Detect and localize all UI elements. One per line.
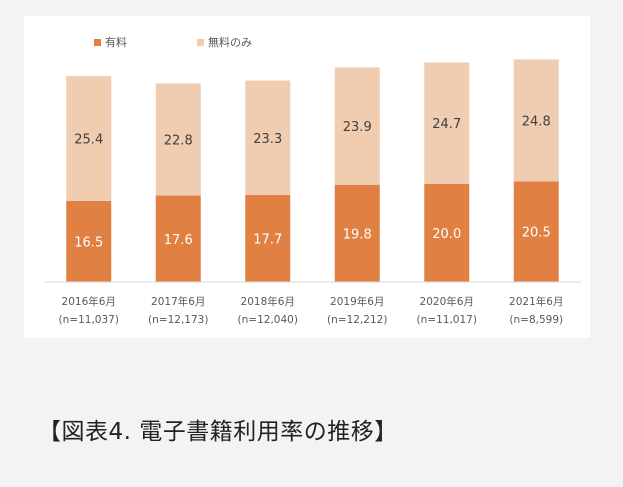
x-tick-label: 2019年6月: [330, 295, 384, 308]
bar-free: [334, 67, 380, 185]
bar-free: [245, 80, 291, 196]
bar-free: [513, 59, 559, 182]
stacked-bar-chart: 16.5 25.4 2016年6月 (n=11,037) 17.6 22.8 2017年6月…: [44, 59, 581, 326]
bar-paid: [66, 200, 112, 282]
figure-caption: 【図表4. 電子書籍利用率の推移】: [38, 419, 398, 445]
x-tick-sample-size: (n=11,017): [417, 314, 477, 326]
data-label-free: 24.8: [522, 114, 551, 129]
x-tick-label: 2020年6月: [420, 295, 474, 308]
data-label-paid: 16.5: [74, 235, 103, 250]
data-label-free: 23.3: [253, 132, 282, 147]
legend: 有料 無料のみ: [94, 34, 252, 50]
data-label-free: 24.7: [432, 117, 461, 132]
legend-swatch-free: [197, 38, 204, 46]
chart-card: 有料 無料のみ 16.5 25.4 2016年6月 (n=11,037) 17.6 22.…: [24, 16, 590, 338]
x-tick-sample-size: (n=12,040): [238, 314, 298, 326]
x-tick-sample-size: (n=12,173): [148, 314, 208, 326]
legend-label-free: 無料のみ: [208, 36, 252, 49]
x-tick-label: 2018年6月: [241, 295, 295, 308]
data-label-paid: 17.7: [253, 233, 282, 248]
data-label-paid: 20.5: [522, 226, 551, 241]
legend-item-free: 無料のみ: [197, 34, 252, 50]
data-label-paid: 19.8: [343, 227, 372, 242]
x-tick-sample-size: (n=8,599): [509, 314, 563, 326]
data-label-free: 25.4: [74, 133, 103, 148]
bar-paid: [334, 184, 380, 282]
x-tick-label: 2017年6月: [151, 295, 205, 308]
data-label-free: 23.9: [343, 120, 372, 135]
bar-paid: [155, 195, 201, 282]
bar-free: [66, 76, 112, 201]
data-label-paid: 17.6: [164, 233, 193, 248]
bar-paid: [424, 183, 470, 282]
bar-paid: [513, 181, 559, 282]
legend-swatch-paid: [94, 38, 101, 46]
bar-paid: [245, 195, 291, 282]
data-label-free: 22.8: [164, 134, 193, 149]
x-tick-label: 2016年6月: [62, 295, 116, 308]
x-tick-label: 2021年6月: [509, 295, 563, 308]
bar-free: [424, 62, 470, 184]
legend-label-paid: 有料: [105, 36, 127, 49]
x-tick-sample-size: (n=11,037): [59, 314, 119, 326]
data-label-paid: 20.0: [432, 227, 461, 242]
x-tick-sample-size: (n=12,212): [327, 314, 387, 326]
legend-item-paid: 有料: [94, 34, 127, 50]
bar-free: [155, 83, 201, 196]
